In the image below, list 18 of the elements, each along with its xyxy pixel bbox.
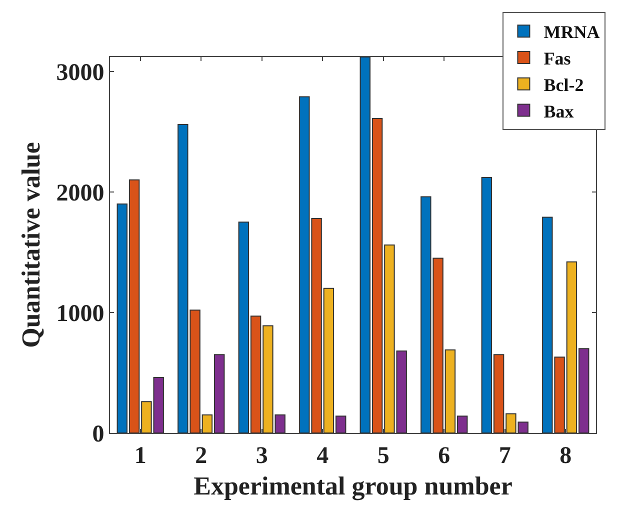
x-tick-label: 5: [377, 442, 390, 469]
x-tick-label: 3: [256, 442, 268, 469]
x-tick-label: 8: [560, 442, 572, 469]
legend-label: MRNA: [544, 22, 600, 42]
x-tick-label: 6: [438, 442, 450, 469]
legend-label: Fas: [544, 48, 571, 68]
x-tick-label: 7: [498, 442, 511, 469]
y-tick-label: 3000: [56, 60, 104, 86]
x-tick-label: 1: [134, 442, 146, 469]
legend-label: Bcl-2: [544, 74, 584, 95]
y-tick-label: 0: [92, 421, 104, 448]
legend-label: Bax: [544, 101, 574, 122]
y-tick-label: 2000: [56, 180, 104, 206]
y-axis-title: Quantitative value: [16, 142, 46, 348]
y-tick-label: 1000: [56, 300, 104, 327]
x-tick-label: 2: [195, 442, 208, 469]
x-tick-label: 4: [316, 442, 329, 469]
x-axis-title: Experimental group number: [194, 472, 512, 500]
